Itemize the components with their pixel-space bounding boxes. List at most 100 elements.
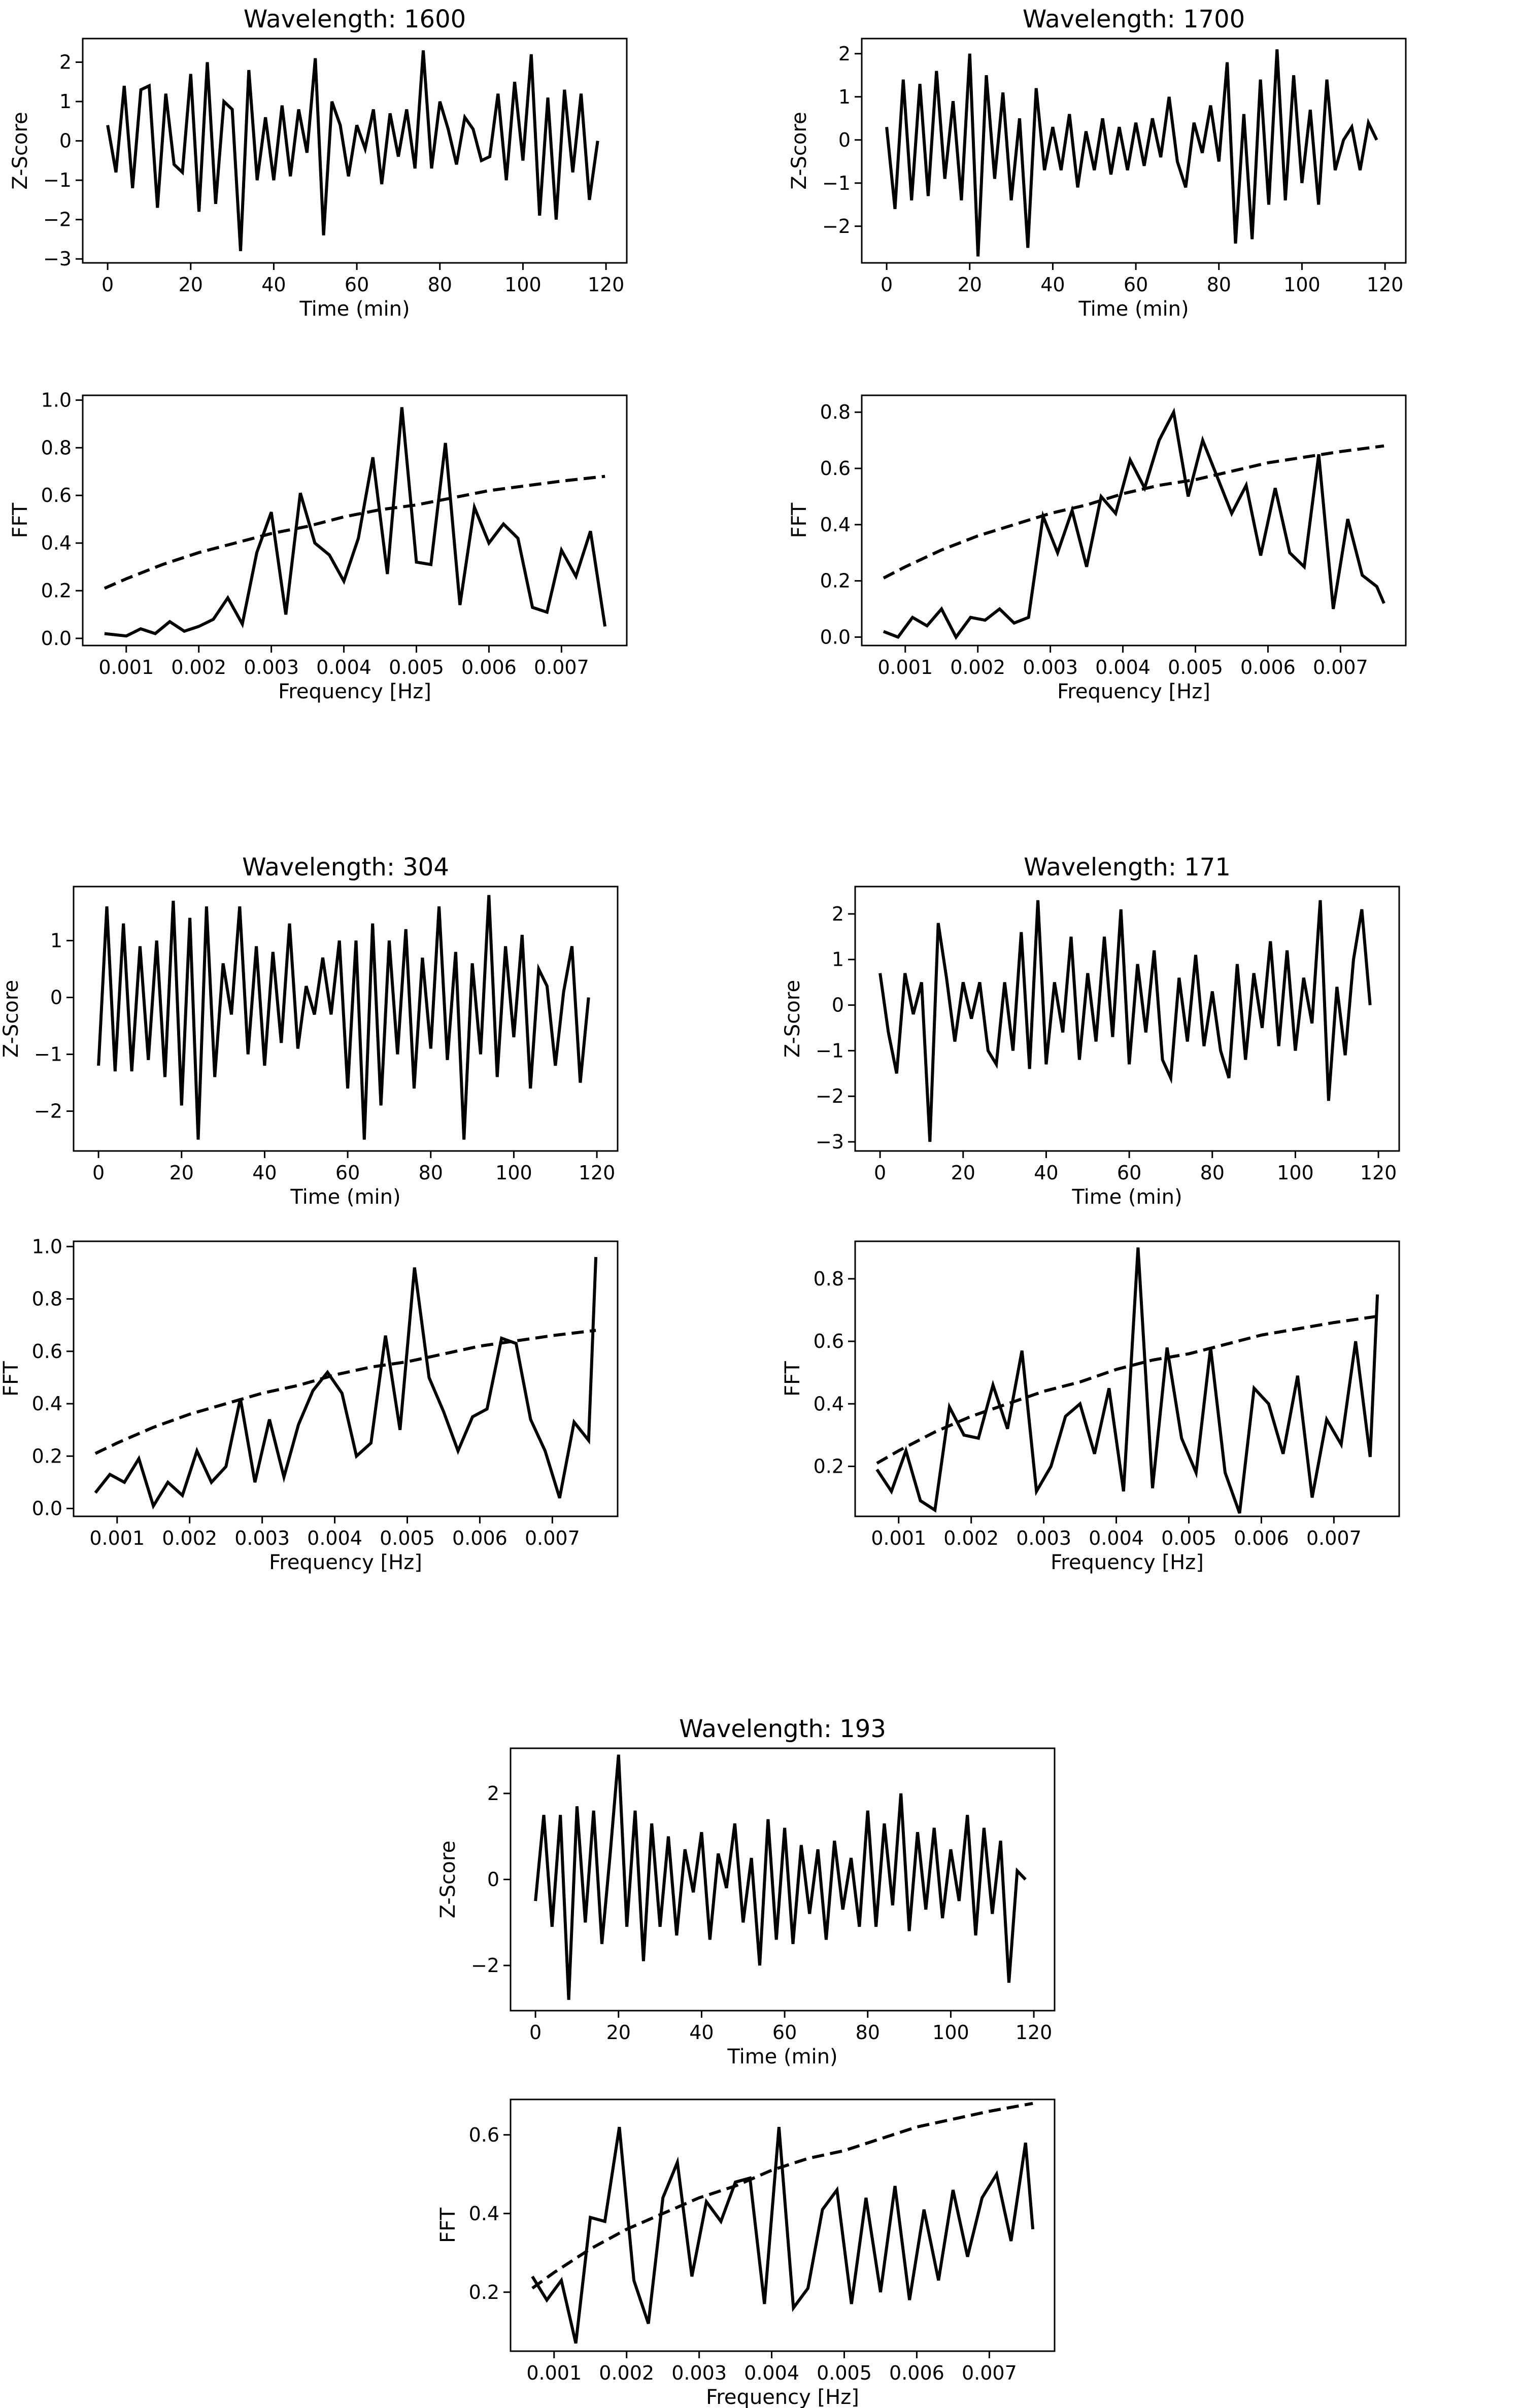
y-tick-label: 0.8 bbox=[814, 1268, 844, 1290]
chart-panel-w304-time: 0 20 40 60 80 100 120 −2 −1 0 1 Time (min) Z-Score Wa… bbox=[0, 853, 619, 1209]
y-tick-label: 0.6 bbox=[814, 1330, 844, 1352]
x-axis-label: Time (min) bbox=[1078, 297, 1189, 321]
x-tick-label: 0.002 bbox=[171, 656, 226, 679]
y-tick-label: −1 bbox=[816, 1039, 844, 1062]
data-series-w193-time bbox=[534, 1754, 1027, 2000]
y-axis-label: FFT bbox=[9, 502, 32, 538]
x-tick-label: 40 bbox=[1040, 274, 1065, 296]
x-tick-label: 0 bbox=[881, 274, 893, 296]
x-axis-label: Time (min) bbox=[290, 1185, 400, 1209]
y-tick-label: 1 bbox=[59, 90, 72, 113]
y-axis-label: Z-Score bbox=[788, 112, 811, 189]
y-tick-label: 1.0 bbox=[32, 1235, 62, 1258]
x-axis-label: Frequency [Hz] bbox=[269, 1551, 422, 1574]
x-tick-label: 60 bbox=[1117, 1162, 1141, 1184]
y-tick-label: 0 bbox=[50, 986, 62, 1008]
data-series-w1700-fft bbox=[883, 407, 1385, 640]
x-tick-label: 0.005 bbox=[389, 656, 444, 679]
x-tick-label: 80 bbox=[428, 274, 452, 296]
x-tick-label: 0.004 bbox=[744, 2362, 799, 2384]
y-tick-label: 0.8 bbox=[41, 436, 72, 459]
y-tick-label: 0.6 bbox=[41, 484, 72, 506]
x-tick-label: 120 bbox=[1360, 1162, 1397, 1184]
x-tick-label: 20 bbox=[179, 274, 203, 296]
x-tick-label: 0.007 bbox=[525, 1527, 580, 1549]
x-axis-label: Time (min) bbox=[1071, 1185, 1182, 1209]
y-tick-label: −1 bbox=[43, 169, 72, 191]
data-series-w171-fft bbox=[875, 1247, 1379, 1514]
y-tick-label: 1 bbox=[838, 86, 851, 108]
x-tick-label: 0.001 bbox=[526, 2362, 582, 2384]
data-series-w1600-time bbox=[106, 50, 599, 251]
y-tick-label: 0 bbox=[59, 130, 72, 152]
y-tick-label: 0.8 bbox=[32, 1288, 62, 1310]
x-tick-label: 0.005 bbox=[1161, 1527, 1216, 1549]
x-axis-label: Frequency [Hz] bbox=[1051, 1551, 1204, 1574]
plot-frame-w1600-time bbox=[82, 38, 628, 264]
x-tick-label: 100 bbox=[495, 1162, 532, 1184]
x-tick-label: 0.007 bbox=[534, 656, 589, 679]
chart-title: Wavelength: 1700 bbox=[1023, 5, 1245, 33]
y-tick-label: 0.8 bbox=[820, 401, 851, 423]
y-tick-label: 0.4 bbox=[814, 1393, 844, 1415]
chart-title: Wavelength: 304 bbox=[242, 853, 449, 881]
chart-panel-w171-time: 0 20 40 60 80 100 120 −3 −2 −1 0 1 2 Time (min) Z-Scor… bbox=[781, 853, 1400, 1209]
plot-frame-w171-fft bbox=[854, 1240, 1400, 1517]
fit-curve-w171-fft bbox=[876, 1314, 1378, 1465]
x-tick-label: 40 bbox=[1034, 1162, 1058, 1184]
x-tick-label: 60 bbox=[1124, 274, 1148, 296]
x-tick-label: 0.003 bbox=[1023, 656, 1078, 679]
x-tick-label: 0.006 bbox=[461, 656, 517, 679]
x-tick-label: 20 bbox=[951, 1162, 975, 1184]
x-axis-label: Time (min) bbox=[299, 297, 410, 321]
plot-frame-w304-fft bbox=[73, 1240, 619, 1517]
y-tick-label: −3 bbox=[816, 1131, 844, 1153]
x-tick-label: 0.003 bbox=[234, 1527, 290, 1549]
y-axis-label: Z-Score bbox=[781, 980, 804, 1058]
y-tick-label: 0.0 bbox=[32, 1498, 62, 1520]
x-tick-label: 0.007 bbox=[1306, 1527, 1362, 1549]
y-tick-label: −2 bbox=[34, 1100, 62, 1123]
y-axis-label: FFT bbox=[0, 1361, 23, 1397]
x-tick-label: 60 bbox=[345, 274, 369, 296]
y-tick-label: 2 bbox=[832, 903, 844, 925]
y-tick-label: 0.6 bbox=[820, 457, 851, 480]
y-tick-label: 0.4 bbox=[469, 2202, 499, 2225]
x-tick-label: 20 bbox=[958, 274, 982, 296]
x-tick-label: 0.006 bbox=[889, 2362, 944, 2384]
x-tick-label: 120 bbox=[1367, 274, 1404, 296]
chart-panel-w1700-fft: 0.001 0.002 0.003 0.004 0.005 0.006 0.007 0.0 0.… bbox=[788, 394, 1407, 703]
x-tick-label: 0 bbox=[92, 1162, 105, 1184]
y-tick-label: 1 bbox=[50, 929, 62, 952]
x-tick-label: 0.002 bbox=[162, 1527, 217, 1549]
x-tick-label: 0.005 bbox=[380, 1527, 435, 1549]
x-tick-label: 100 bbox=[1283, 274, 1321, 296]
y-tick-label: 1.0 bbox=[41, 389, 72, 411]
y-tick-label: −3 bbox=[43, 248, 72, 270]
x-tick-label: 0.006 bbox=[1234, 1527, 1289, 1549]
plot-frame-w1600-fft bbox=[82, 394, 628, 647]
chart-panel-w304-fft: 0.001 0.002 0.003 0.004 0.005 0.006 0.007 0.0 0.… bbox=[0, 1235, 619, 1574]
x-tick-label: 120 bbox=[588, 274, 625, 296]
x-tick-label: 120 bbox=[1016, 2021, 1053, 2044]
plot-frame-w304-time bbox=[73, 886, 619, 1152]
y-tick-label: −2 bbox=[816, 1085, 844, 1107]
x-tick-label: 0.004 bbox=[1089, 1527, 1144, 1549]
y-tick-label: 0 bbox=[838, 129, 851, 151]
y-tick-label: 2 bbox=[838, 43, 851, 65]
y-tick-label: −1 bbox=[34, 1043, 62, 1066]
y-tick-label: 0.4 bbox=[820, 514, 851, 536]
data-series-w1600-fft bbox=[104, 407, 607, 638]
y-axis-label: FFT bbox=[436, 2208, 460, 2243]
x-tick-label: 0.007 bbox=[962, 2362, 1017, 2384]
x-tick-label: 0.001 bbox=[98, 656, 154, 679]
y-tick-label: 0 bbox=[487, 1869, 499, 1891]
plot-frame-w1700-time bbox=[861, 38, 1407, 264]
fit-curve-w1700-fft bbox=[883, 444, 1384, 580]
x-tick-label: 0.004 bbox=[316, 656, 371, 679]
x-tick-label: 0.002 bbox=[943, 1527, 999, 1549]
chart-panel-w193-fft: 0.001 0.002 0.003 0.004 0.005 0.006 0.007 0.2 0.… bbox=[436, 2098, 1056, 2408]
x-tick-label: 0 bbox=[529, 2021, 542, 2044]
x-tick-label: 0.006 bbox=[452, 1527, 508, 1549]
x-tick-label: 0.005 bbox=[817, 2362, 872, 2384]
